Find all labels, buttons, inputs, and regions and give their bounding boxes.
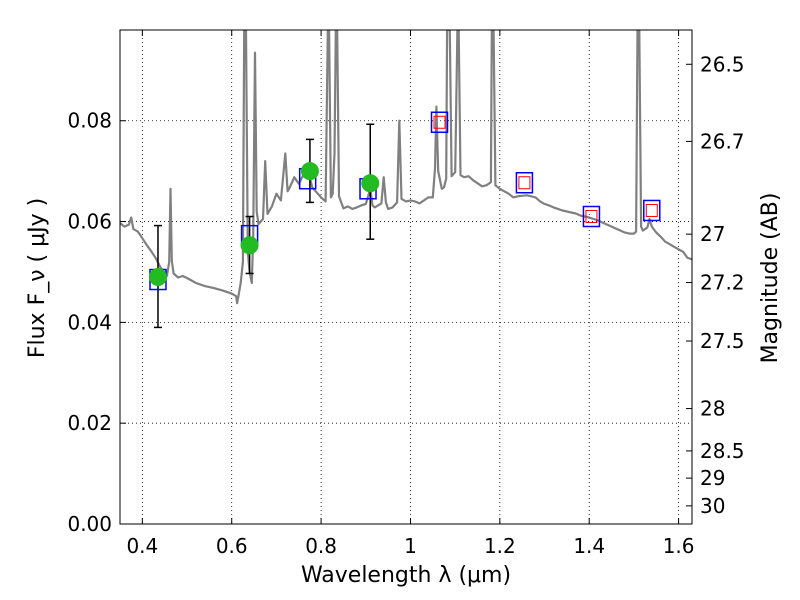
mag-tick-label: 28.5 — [700, 439, 745, 463]
mag-tick-label: 27.5 — [700, 329, 745, 353]
detection-point — [361, 174, 380, 193]
grid-lines — [120, 30, 692, 525]
x-tick-label: 1.6 — [663, 534, 695, 558]
right-axis-label: Magnitude (AB) — [758, 193, 783, 364]
upper-limit-square — [585, 210, 598, 224]
y-tick-label: 0.00 — [67, 512, 112, 536]
model-spectrum — [120, 30, 692, 305]
model-photometry-square — [643, 199, 661, 222]
x-tick-label: 1.4 — [573, 534, 605, 558]
detection-point — [300, 162, 319, 181]
x-tick-label: 0.4 — [126, 534, 158, 558]
detection-point — [240, 236, 259, 255]
y-tick-label: 0.06 — [67, 210, 112, 234]
model-photometry-square — [430, 111, 449, 133]
model-photometry-square — [582, 205, 601, 228]
x-tick-label: 1 — [404, 534, 417, 558]
mag-tick-label: 27 — [700, 222, 725, 246]
upper-limit-square — [518, 176, 531, 190]
mag-tick-label: 27.2 — [700, 271, 745, 295]
error-bars — [153, 123, 375, 329]
mag-tick-label: 28 — [700, 397, 725, 421]
upper-limit-square — [645, 203, 658, 217]
y-tick-label: 0.08 — [67, 109, 112, 133]
x-axis-label: Wavelength λ (μm) — [301, 563, 511, 588]
mag-tick-label: 30 — [700, 494, 725, 518]
y-tick-label: 0.02 — [67, 411, 112, 435]
detection-point — [148, 268, 167, 286]
y-axis-label: Flux F_ν ( μJy ) — [25, 198, 50, 358]
upper-limit-square — [433, 115, 446, 129]
mag-tick-label: 26.7 — [700, 129, 745, 153]
x-tick-label: 1.2 — [484, 534, 516, 558]
x-tick-label: 0.6 — [216, 534, 248, 558]
model-spectrum-line — [120, 30, 692, 305]
photometry-markers — [148, 111, 661, 291]
x-tick-label: 0.8 — [305, 534, 337, 558]
y-tick-label: 0.04 — [67, 310, 112, 334]
mag-tick-label: 29 — [700, 466, 725, 490]
axis-ticks: 0.4 0.6 0.8 1 1.2 1.4 1.6 0.00 0.02 0.04 0.06 0.08 2… — [67, 30, 745, 558]
plot-frame — [119, 29, 693, 525]
model-photometry-square — [515, 171, 534, 194]
mag-tick-label: 26.5 — [700, 52, 745, 76]
